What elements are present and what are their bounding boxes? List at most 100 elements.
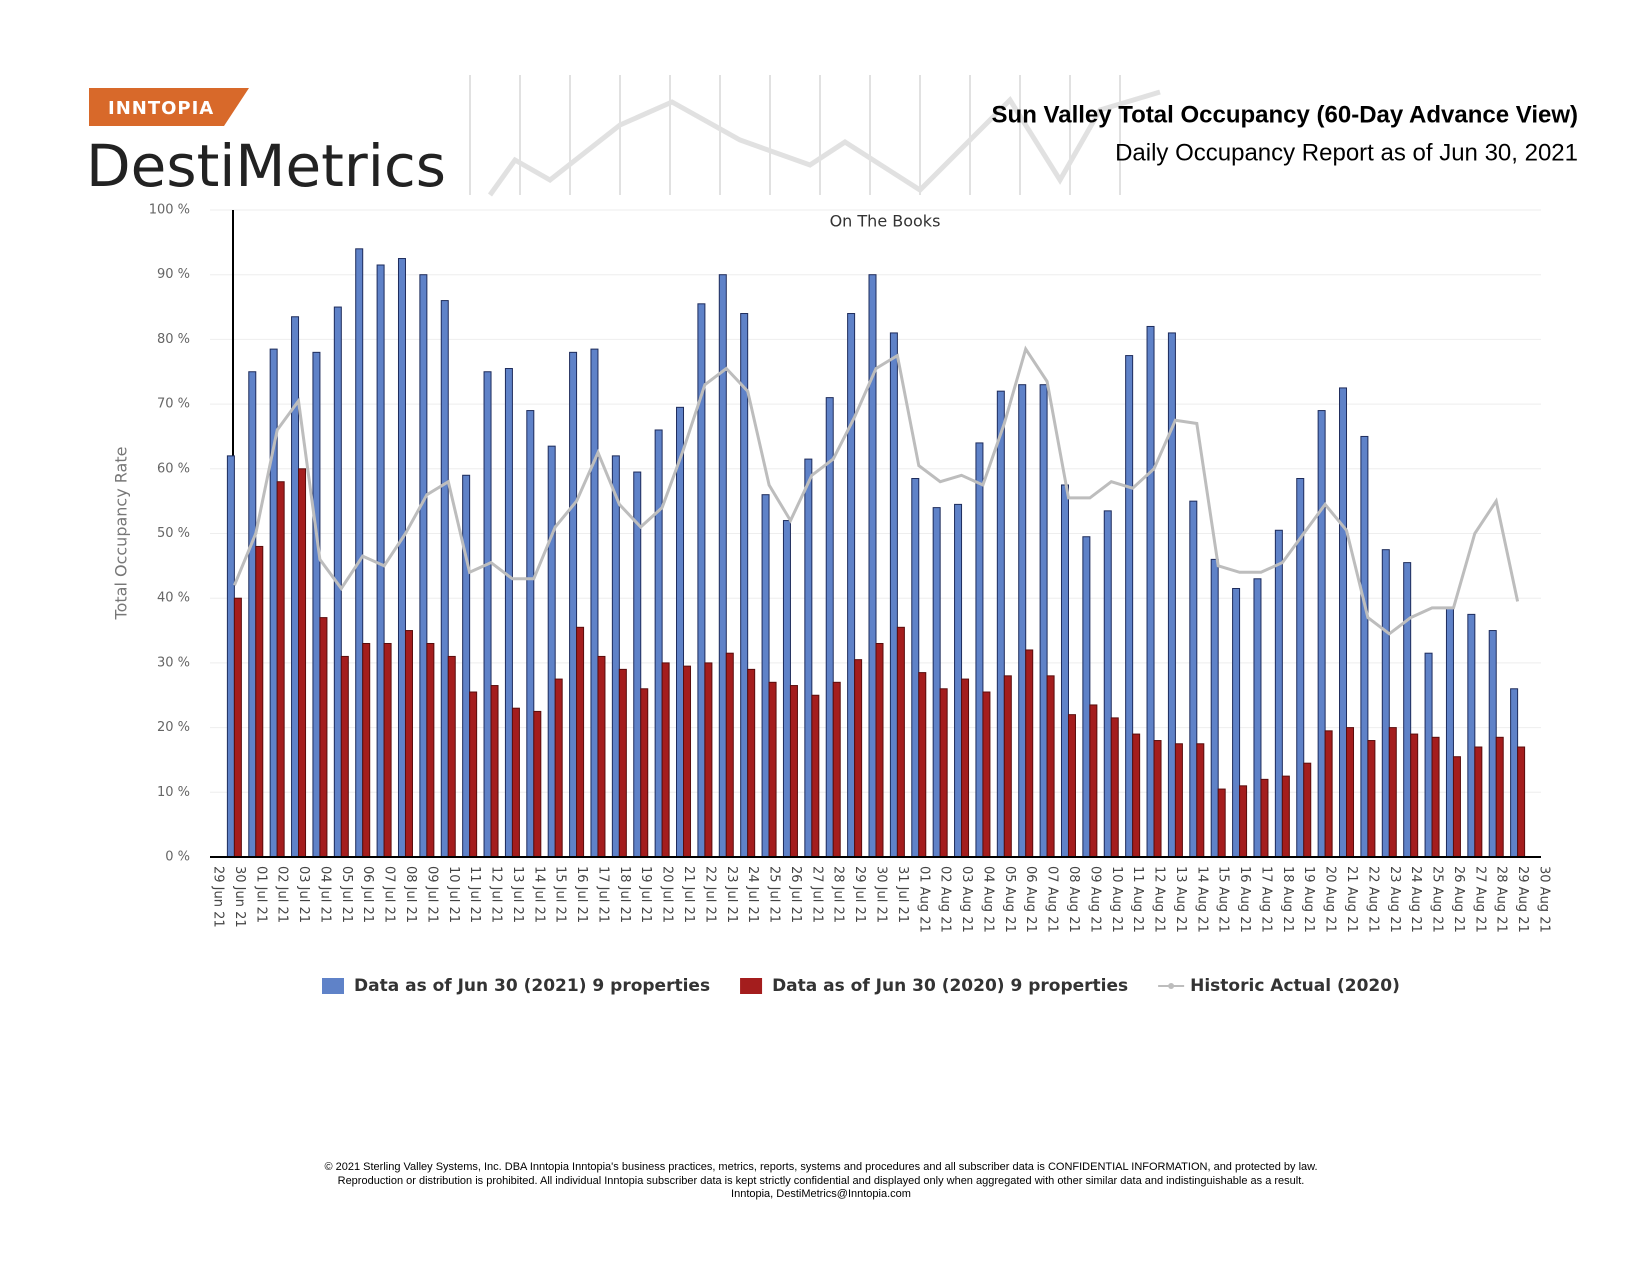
- x-tick-label: 13 Jul 21: [510, 866, 525, 923]
- bar: [789, 685, 798, 858]
- x-tick-label: 25 Jul 21: [767, 866, 782, 923]
- x-tick-label: 31 Jul 21: [895, 866, 910, 923]
- bar: [576, 626, 585, 858]
- bar: [1360, 435, 1369, 858]
- footer-line: Reproduction or distribution is prohibit…: [338, 1175, 1305, 1187]
- bar: [725, 652, 734, 858]
- bar: [747, 668, 756, 858]
- x-tick-label: 18 Jul 21: [617, 866, 632, 923]
- bar: [1196, 743, 1205, 858]
- bar: [1303, 762, 1312, 858]
- bar: [1025, 649, 1034, 858]
- bar: [483, 371, 492, 858]
- chart-subtitle: Daily Occupancy Report as of Jun 30, 202…: [1115, 139, 1578, 166]
- bar: [854, 659, 863, 858]
- bar: [640, 688, 649, 858]
- bar: [1232, 587, 1241, 858]
- product: DestiMetrics: [86, 132, 446, 200]
- bar: [1189, 500, 1198, 858]
- bar: [340, 655, 349, 858]
- bar: [740, 313, 749, 858]
- bar: [1510, 688, 1519, 858]
- bar: [704, 662, 713, 858]
- bar: [633, 471, 642, 858]
- x-tick-label: 12 Jul 21: [489, 866, 504, 923]
- x-tick-label: 13 Aug 21: [1173, 866, 1188, 933]
- bar: [1381, 549, 1390, 858]
- bar: [298, 468, 307, 858]
- bar: [1210, 558, 1219, 858]
- bar: [896, 626, 905, 858]
- y-tick-label: 0 %: [165, 850, 190, 865]
- bar: [761, 494, 770, 858]
- bar: [768, 681, 777, 858]
- bar: [1146, 325, 1155, 858]
- bar: [982, 691, 991, 858]
- bar: [1495, 736, 1504, 858]
- x-tick-label: 24 Jul 21: [745, 866, 760, 923]
- bar: [469, 691, 478, 858]
- y-tick-label: 30 %: [157, 655, 190, 670]
- bar: [1253, 578, 1262, 858]
- bar: [1346, 727, 1355, 858]
- bar: [419, 274, 428, 858]
- x-tick-label: 30 Aug 21: [1537, 866, 1552, 933]
- bar: [996, 390, 1005, 858]
- legend-label: Data as of Jun 30 (2020) 9 properties: [772, 976, 1128, 996]
- x-tick-label: 17 Aug 21: [1258, 866, 1273, 933]
- line: [233, 345, 1520, 636]
- bar: [875, 642, 884, 858]
- bar: [1089, 704, 1098, 858]
- x-tick-label: 27 Aug 21: [1472, 866, 1487, 933]
- x-tick-label: 11 Jul 21: [467, 866, 482, 923]
- bar: [868, 274, 877, 858]
- bar: [1110, 717, 1119, 858]
- bar: [718, 274, 727, 858]
- bar: [554, 678, 563, 858]
- x-tick-label: 06 Jul 21: [360, 866, 375, 923]
- x-tick-label: 19 Aug 21: [1301, 866, 1316, 933]
- x-tick-label: 11 Aug 21: [1130, 866, 1145, 933]
- bar: [1003, 675, 1012, 858]
- x-tick-label: 16 Aug 21: [1237, 866, 1252, 933]
- bar: [1474, 746, 1483, 858]
- bar: [291, 316, 300, 858]
- y-tick-label: 100 %: [149, 203, 190, 218]
- bar: [1239, 785, 1248, 858]
- bar: [1260, 778, 1269, 858]
- bar: [1445, 607, 1454, 858]
- bar: [1174, 743, 1183, 858]
- x-tick-label: 26 Aug 21: [1451, 866, 1466, 933]
- x-tick-label: 15 Aug 21: [1216, 866, 1231, 933]
- legend-swatch: [322, 978, 344, 994]
- y-tick-label: 60 %: [157, 461, 190, 476]
- x-tick-label: 27 Jul 21: [809, 866, 824, 923]
- x-tick-label: 08 Aug 21: [1066, 866, 1081, 933]
- x-tick-label: 07 Jul 21: [382, 866, 397, 923]
- y-tick-label: 80 %: [157, 332, 190, 347]
- bar: [319, 617, 328, 858]
- x-tick-label: 30 Jun 21: [232, 866, 247, 928]
- bar: [1153, 740, 1162, 858]
- bar: [911, 478, 920, 858]
- x-tick-label: 20 Aug 21: [1323, 866, 1338, 933]
- bar: [355, 248, 364, 858]
- bar: [1317, 410, 1326, 858]
- bar: [832, 681, 841, 858]
- x-tick-label: 05 Jul 21: [339, 866, 354, 923]
- bar: [1488, 630, 1497, 858]
- bar: [1082, 536, 1091, 858]
- bar: [932, 507, 941, 858]
- x-tick-label: 08 Jul 21: [403, 866, 418, 923]
- bar: [611, 455, 620, 858]
- legend-label: Data as of Jun 30 (2021) 9 properties: [354, 976, 710, 996]
- bar: [312, 351, 321, 858]
- bar: [597, 655, 606, 858]
- bar: [1388, 727, 1397, 858]
- footer-line: © 2021 Sterling Valley Systems, Inc. DBA…: [324, 1161, 1317, 1173]
- bar: [1060, 484, 1069, 858]
- bar: [255, 545, 264, 858]
- header-decoration: [469, 75, 1161, 197]
- decor-line: [487, 89, 1161, 197]
- bar: [440, 300, 449, 858]
